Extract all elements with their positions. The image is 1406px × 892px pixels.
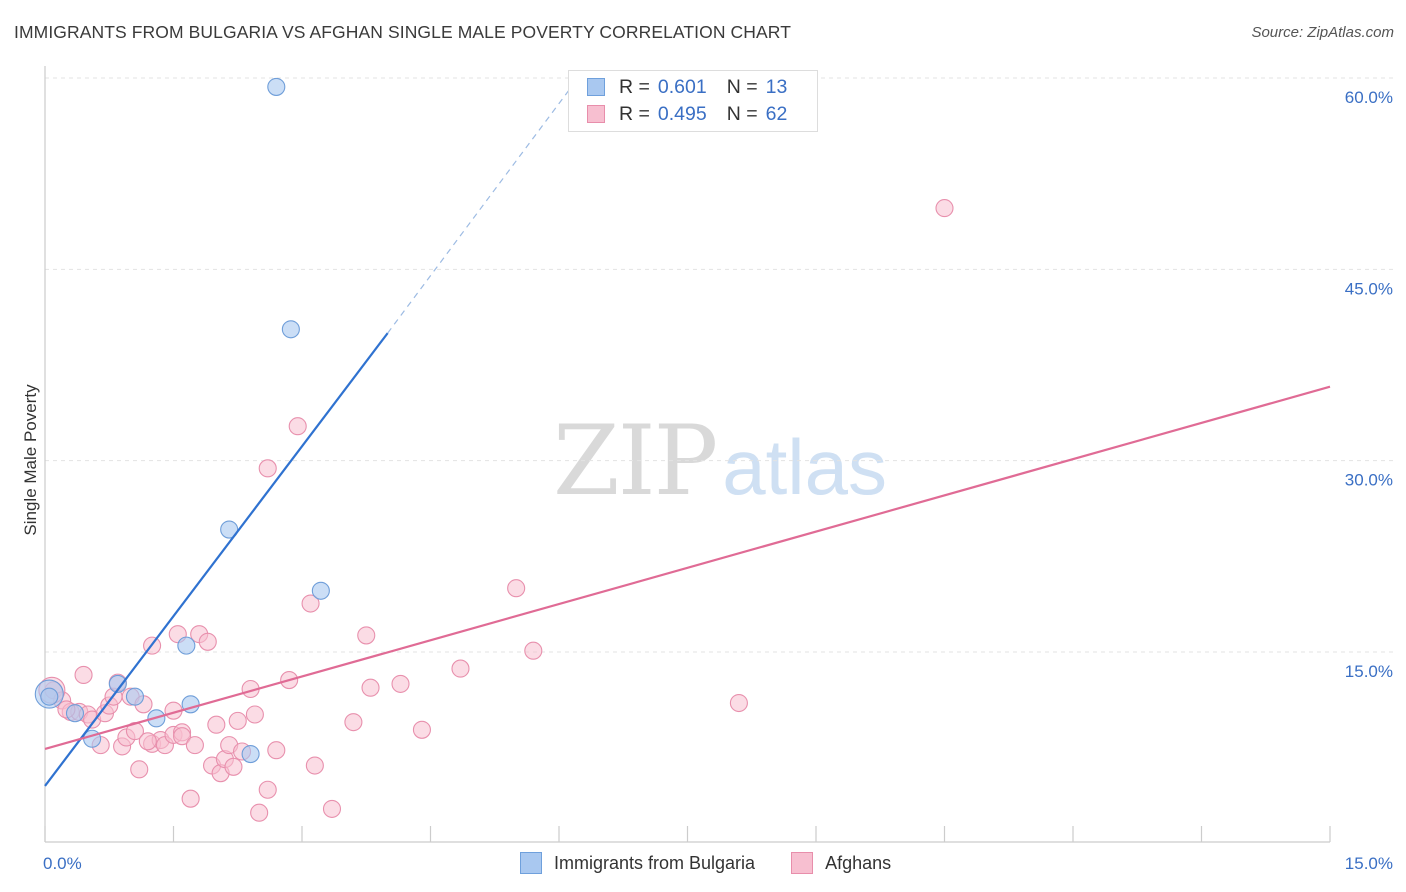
- legend-row-bulgaria: R = 0.601 N = 13: [587, 74, 787, 100]
- afghans-point: [228, 711, 247, 730]
- bulgaria-point: [65, 704, 85, 723]
- afghans-point: [250, 803, 269, 822]
- series-legend: Immigrants from Bulgaria Afghans: [520, 852, 927, 874]
- bulgaria-point: [281, 320, 300, 339]
- afghans-point: [245, 705, 264, 724]
- afghans-point: [185, 736, 204, 755]
- y-tick-label: 60.0%: [1345, 88, 1393, 107]
- stats-legend: R = 0.601 N = 13 R = 0.495 N = 62: [568, 70, 818, 132]
- x-tick-label: 15.0%: [1345, 854, 1393, 873]
- afghans-trend-line: [44, 385, 1331, 751]
- afghans-point: [361, 678, 380, 697]
- watermark-atlas: atlas: [722, 423, 887, 511]
- axes: Single Male Poverty: [21, 66, 1331, 843]
- bulgaria-point: [311, 581, 330, 600]
- legend-n-value: 13: [765, 75, 788, 98]
- afghans-point: [258, 459, 277, 478]
- afghans-point: [729, 693, 748, 713]
- bulgaria-points: [34, 77, 330, 764]
- afghans-point: [357, 626, 376, 645]
- afghans-point: [130, 760, 149, 779]
- y-axis-title: Single Male Poverty: [21, 384, 40, 536]
- afghans-point: [322, 799, 342, 818]
- legend-r-value: 0.495: [657, 102, 707, 125]
- afghans-point: [524, 641, 543, 660]
- legend-n-label: N =: [726, 75, 758, 98]
- bulgaria-point: [177, 636, 196, 655]
- afghans-point: [181, 789, 200, 808]
- legend-r-value: 0.601: [657, 75, 707, 98]
- series-label-bulgaria: Immigrants from Bulgaria: [554, 852, 756, 873]
- trend-lines: [44, 80, 1331, 787]
- afghans-point: [288, 417, 307, 436]
- y-tick-label: 30.0%: [1345, 471, 1393, 490]
- legend-swatch-afghans: [587, 105, 605, 123]
- afghans-point: [74, 665, 93, 685]
- bulgaria-trend-extension: [387, 80, 577, 334]
- afghans-point: [198, 632, 217, 651]
- legend-swatch-bulgaria: [587, 78, 605, 96]
- legend-n-value: 62: [765, 102, 788, 125]
- y-tick-label: 45.0%: [1345, 279, 1393, 298]
- legend-n-label: N =: [726, 102, 758, 125]
- afghans-point: [258, 780, 277, 799]
- afghans-point: [267, 741, 286, 760]
- afghans-point: [451, 659, 470, 678]
- chart-title: IMMIGRANTS FROM BULGARIA VS AFGHAN SINGL…: [14, 22, 792, 42]
- bulgaria-point: [241, 744, 260, 764]
- bulgaria-point: [40, 687, 59, 706]
- afghans-point: [507, 579, 526, 598]
- afghans-point: [391, 674, 410, 693]
- afghans-point: [173, 727, 192, 746]
- grid: [45, 77, 1394, 653]
- afghans-point: [935, 199, 954, 218]
- bulgaria-point: [125, 687, 144, 706]
- legend-r-label: R =: [619, 102, 650, 125]
- series-swatch-afghans: [791, 852, 814, 874]
- watermark: ZIPatlas: [553, 405, 887, 517]
- afghans-point: [138, 732, 157, 751]
- afghans-points: [38, 199, 954, 822]
- legend-row-afghans: R = 0.495 N = 62: [587, 101, 787, 127]
- series-label-afghans: Afghans: [825, 852, 892, 873]
- legend-r-label: R =: [619, 75, 650, 98]
- x-tick-label: 0.0%: [43, 854, 82, 873]
- afghans-point: [207, 715, 226, 734]
- y-tick-label: 15.0%: [1345, 662, 1393, 681]
- series-legend-afghans[interactable]: Afghans: [791, 852, 891, 874]
- afghans-point: [224, 757, 243, 776]
- bulgaria-point: [267, 77, 286, 96]
- watermark-zip: ZIP: [553, 405, 718, 517]
- series-swatch-bulgaria: [520, 852, 542, 874]
- afghans-point: [301, 594, 320, 613]
- bulgaria-point: [108, 674, 127, 693]
- afghans-point: [412, 720, 431, 739]
- tick-labels: 15.0% 30.0% 45.0% 60.0% 0.0% 15.0%: [43, 88, 1393, 873]
- source-label: Source: ZipAtlas.com: [1251, 24, 1394, 41]
- afghans-point: [344, 713, 363, 732]
- afghans-point: [305, 756, 324, 775]
- bulgaria-trend-line: [44, 332, 389, 787]
- series-legend-bulgaria[interactable]: Immigrants from Bulgaria: [520, 852, 755, 874]
